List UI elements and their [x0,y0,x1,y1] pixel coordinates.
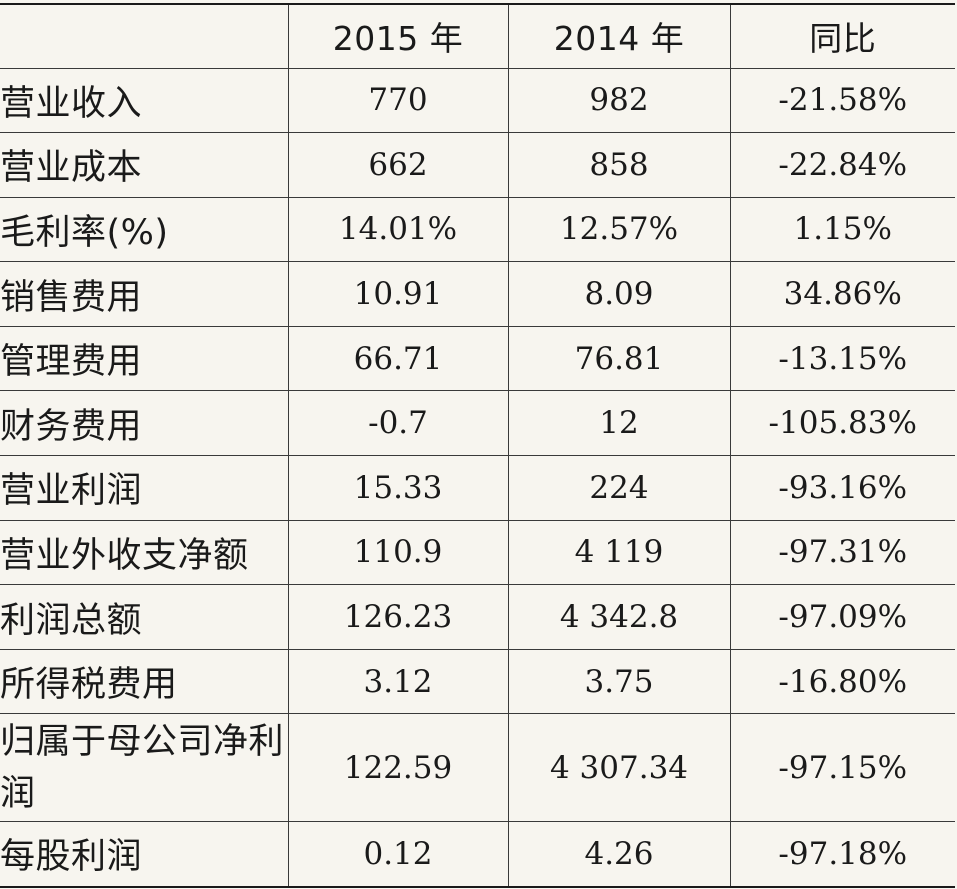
row-label: 毛利率(%) [0,197,289,263]
value-2015: -0.7 [288,390,509,457]
value-2015: 122.59 [288,713,509,823]
header-yoy: 同比 [730,4,955,69]
row-label: 营业外收支净额 [0,520,289,586]
value-yoy: -97.31% [730,520,955,586]
table-header-row: 2015 年 2014 年 同比 [0,4,955,69]
row-label: 利润总额 [0,584,289,650]
value-yoy: -97.15% [730,713,955,823]
value-2014: 4 342.8 [508,584,731,650]
value-2014: 224 [508,455,731,521]
value-yoy: -93.16% [730,455,955,521]
table-row: 每股利润 0.12 4.26 -97.18% [0,821,955,888]
value-2015: 662 [288,132,509,198]
row-label: 营业成本 [0,132,289,198]
row-label: 财务费用 [0,390,289,457]
value-yoy: -22.84% [730,132,955,198]
table-row: 毛利率(%) 14.01% 12.57% 1.15% [0,197,955,263]
table-row: 管理费用 66.71 76.81 -13.15% [0,326,955,392]
value-2015: 110.9 [288,520,509,586]
table-row: 营业收入 770 982 -21.58% [0,68,955,134]
value-yoy: -97.18% [730,821,955,888]
row-label: 营业利润 [0,455,289,521]
value-2014: 4 307.34 [508,713,731,823]
header-blank-cell [0,4,289,69]
table-row: 利润总额 126.23 4 342.8 -97.09% [0,584,955,650]
value-2015: 66.71 [288,326,509,392]
value-2014: 858 [508,132,731,198]
value-yoy: -16.80% [730,649,955,715]
row-label: 所得税费用 [0,649,289,715]
value-2014: 982 [508,68,731,134]
value-yoy: -13.15% [730,326,955,392]
value-yoy: -21.58% [730,68,955,134]
table-row: 销售费用 10.91 8.09 34.86% [0,261,955,327]
value-2015: 14.01% [288,197,509,263]
value-2015: 10.91 [288,261,509,327]
value-2015: 0.12 [288,821,509,888]
table-row: 财务费用 -0.7 12 -105.83% [0,390,955,457]
value-yoy: -105.83% [730,390,955,457]
table-row: 营业外收支净额 110.9 4 119 -97.31% [0,520,955,586]
table-row: 营业成本 662 858 -22.84% [0,132,955,198]
table-row: 归属于母公司净利润 122.59 4 307.34 -97.15% [0,713,955,823]
header-2014: 2014 年 [508,4,731,69]
value-2014: 76.81 [508,326,731,392]
financial-table: 2015 年 2014 年 同比 营业收入 770 982 -21.58% 营业… [0,3,955,888]
value-2014: 4.26 [508,821,731,888]
value-2015: 126.23 [288,584,509,650]
value-2014: 8.09 [508,261,731,327]
value-2014: 12.57% [508,197,731,263]
value-2014: 3.75 [508,649,731,715]
value-yoy: -97.09% [730,584,955,650]
value-2015: 15.33 [288,455,509,521]
value-yoy: 34.86% [730,261,955,327]
value-yoy: 1.15% [730,197,955,263]
table-row: 所得税费用 3.12 3.75 -16.80% [0,649,955,715]
value-2015: 3.12 [288,649,509,715]
row-label: 归属于母公司净利润 [0,713,289,823]
value-2014: 4 119 [508,520,731,586]
row-label: 销售费用 [0,261,289,327]
row-label: 营业收入 [0,68,289,134]
table-row: 营业利润 15.33 224 -93.16% [0,455,955,521]
header-2015: 2015 年 [288,4,509,69]
value-2015: 770 [288,68,509,134]
row-label: 每股利润 [0,821,289,888]
row-label: 管理费用 [0,326,289,392]
value-2014: 12 [508,390,731,457]
